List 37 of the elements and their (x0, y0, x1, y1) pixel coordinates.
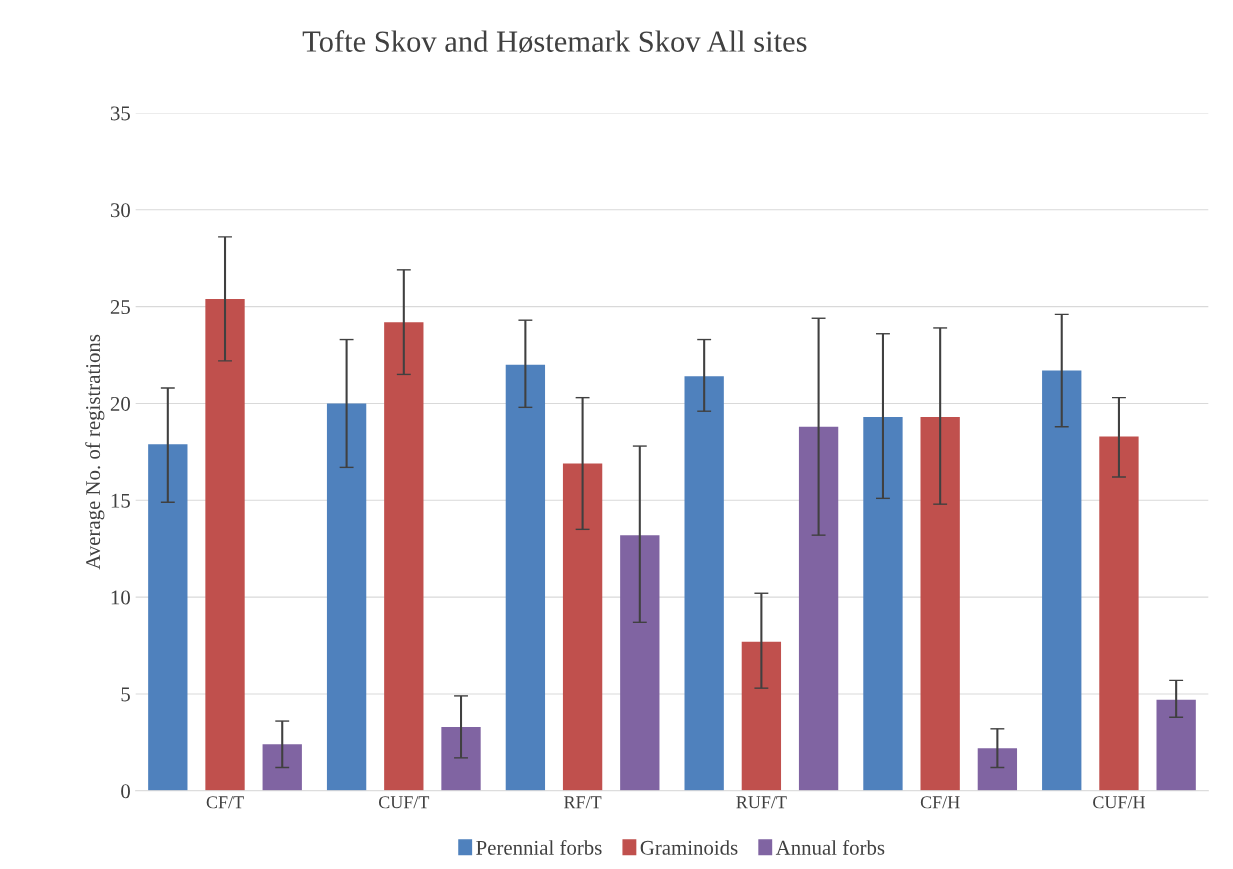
y-tick-label: 25 (110, 300, 130, 315)
bar (798, 426, 839, 791)
bar (920, 417, 960, 791)
bar (684, 376, 724, 791)
y-axis-title: Average No. of registrations (85, 334, 105, 570)
x-tick-label: RF/T (564, 796, 602, 809)
bar (326, 403, 367, 791)
y-tick-label: 30 (110, 203, 130, 218)
y-tick-label: 15 (111, 493, 130, 508)
y-tick-label: 35 (110, 106, 130, 121)
bar (1099, 436, 1139, 791)
x-tick-label: CUF/T (378, 796, 430, 809)
bar (1042, 370, 1082, 791)
chart-title: Tofte Skov and Høstemark Skov All sites (302, 30, 807, 53)
x-tick-label: RUF/T (736, 796, 787, 809)
y-tick-label: 5 (121, 687, 130, 702)
bar (262, 744, 302, 791)
y-tick-label: 0 (121, 784, 130, 799)
bar (977, 748, 1018, 791)
bar (205, 298, 245, 791)
bar (441, 726, 481, 791)
legend-label: Graminoids (640, 840, 738, 855)
legend-label: Annual forbs (775, 839, 885, 855)
y-tick-label: 20 (110, 396, 130, 411)
bar (505, 364, 546, 791)
bar (562, 463, 603, 791)
bar (148, 444, 188, 791)
legend-label: Perennial forbs (476, 839, 602, 855)
bar (741, 641, 782, 791)
bar (863, 417, 903, 791)
y-tick-label: 10 (111, 590, 130, 605)
x-tick-label: CUF/H (1093, 796, 1146, 809)
bar (620, 535, 660, 791)
x-tick-label: CF/H (920, 796, 960, 809)
x-tick-label: CF/T (206, 796, 244, 809)
bar (1156, 699, 1196, 791)
bar (384, 322, 424, 791)
